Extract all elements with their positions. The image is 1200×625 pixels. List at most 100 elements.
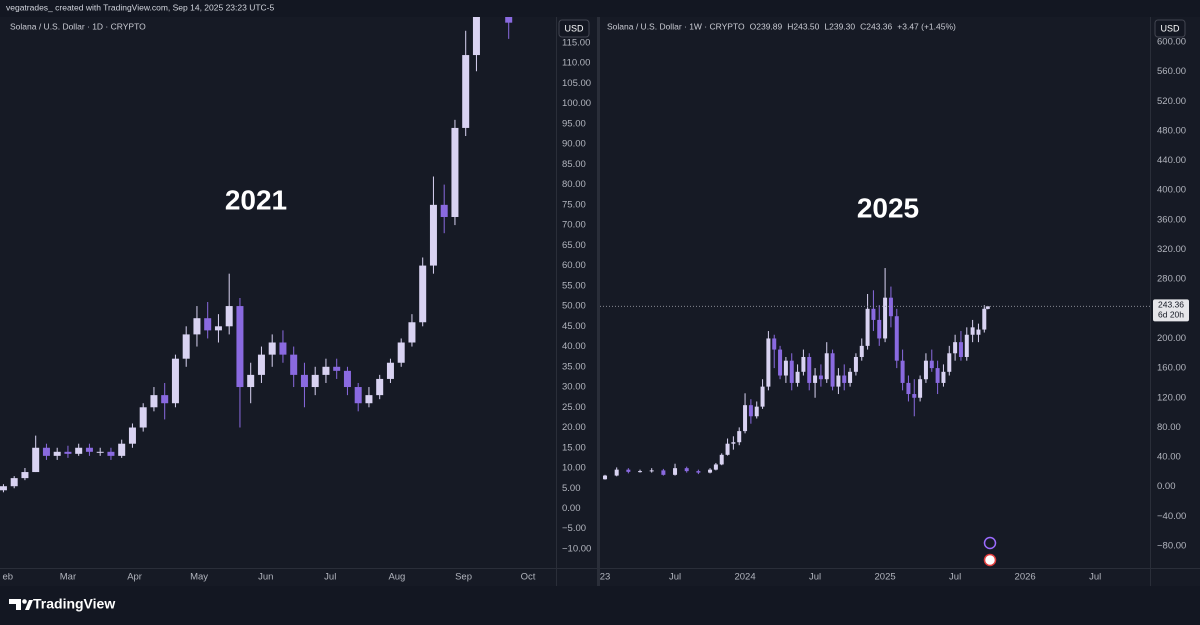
candle-body (713, 464, 718, 470)
candle-body (906, 382, 911, 395)
candle-body (964, 334, 969, 357)
y-tick-label: 120.00 (1157, 392, 1186, 403)
x-tick-label: Jul (949, 572, 961, 583)
event-icons (983, 536, 997, 567)
candle-body (118, 443, 126, 456)
y-tick-label: 95.00 (562, 118, 586, 129)
candle-body (929, 360, 934, 369)
candle-body (75, 447, 83, 454)
candle-body (10, 478, 18, 487)
candle-body (649, 470, 654, 472)
y-tick-label: −5.00 (562, 523, 586, 534)
y-tick-label: 100.00 (562, 98, 591, 109)
x-tick-label: Apr (127, 572, 142, 583)
y-tick-label: 40.00 (562, 341, 586, 352)
candle-body (397, 342, 405, 363)
candle-body (333, 366, 341, 371)
x-tick-label: Sep (455, 572, 472, 583)
y-tick-label: 30.00 (562, 382, 586, 393)
candle-body (603, 475, 608, 480)
candle-body (731, 442, 736, 444)
candle-body (848, 371, 853, 383)
y-tick-label: 0.00 (562, 503, 581, 514)
y-tick-label: 0.00 (1157, 481, 1176, 492)
candle-body (614, 469, 619, 476)
y-tick-label: 90.00 (562, 139, 586, 150)
candle-body (958, 342, 963, 357)
y-tick-label: 560.00 (1157, 66, 1186, 77)
candle-body (684, 468, 689, 472)
y-tick-label: 45.00 (562, 321, 586, 332)
candle-body (472, 17, 480, 56)
candle-body (419, 265, 427, 323)
x-tick-label: 23 (600, 572, 611, 583)
candle-body (818, 375, 823, 380)
y-tick-label: 600.00 (1157, 36, 1186, 47)
candle-body (865, 308, 870, 346)
currency-box (1154, 19, 1186, 38)
candle-body (708, 469, 713, 473)
x-tick-label: Jul (809, 572, 821, 583)
y-tick-label: 400.00 (1157, 185, 1186, 196)
candle-body (354, 387, 362, 404)
candle-body (343, 370, 351, 388)
logo-dot (22, 599, 27, 604)
currency-box (558, 19, 590, 38)
candle-body (836, 375, 841, 387)
candle-body (737, 431, 742, 443)
y-tick-label: 110.00 (562, 58, 590, 69)
candle-body (462, 55, 470, 128)
candle-body (772, 338, 777, 350)
x-tick-label: Jul (324, 572, 336, 583)
y-tick-label: 50.00 (562, 301, 586, 312)
y-tick-label: 280.00 (1157, 274, 1186, 285)
candle-body (171, 358, 179, 404)
candle-body (236, 306, 244, 388)
candle-body (923, 360, 928, 380)
year-annotation: 2025 (857, 192, 919, 223)
candle-body (193, 318, 201, 335)
candle-body (970, 327, 975, 335)
y-tick-label: 80.00 (1157, 422, 1181, 433)
candle-body (719, 454, 724, 465)
x-tick-label: 2026 (1015, 572, 1036, 583)
y-tick-label: 320.00 (1157, 244, 1186, 255)
y-tick-label: 20.00 (562, 422, 586, 433)
y-tick-label: 5.00 (562, 483, 581, 494)
candle-body (139, 407, 147, 428)
candle-body (953, 342, 958, 354)
candle-body (107, 451, 115, 456)
y-tick-label: 440.00 (1157, 155, 1186, 166)
candle-body (947, 353, 952, 372)
candle-body (0, 486, 7, 491)
candle-body (877, 319, 882, 339)
y-tick-label: 40.00 (1157, 452, 1181, 463)
x-tick-label: Jul (1089, 572, 1101, 583)
event-icon (983, 553, 997, 567)
candle-body (21, 472, 29, 479)
candle-body (778, 349, 783, 376)
candle-body (985, 306, 990, 309)
x-tick-label: Oct (521, 572, 536, 583)
y-tick-label: 480.00 (1157, 125, 1186, 136)
candle-body (638, 471, 643, 473)
candle-body (743, 405, 748, 432)
candle-body (789, 360, 794, 383)
candle-body (182, 334, 190, 359)
ohlc-label: O239.89 (750, 21, 783, 31)
y-tick-label: 160.00 (1157, 363, 1186, 374)
candle-body (883, 297, 888, 339)
y-tick-label: 80.00 (562, 179, 586, 190)
candle-body (214, 326, 222, 331)
candle-body (830, 353, 835, 387)
candle-body (290, 354, 298, 375)
x-tick-label: 2025 (875, 572, 896, 583)
y-tick-label: 105.00 (562, 78, 591, 89)
y-tick-label: 65.00 (562, 240, 586, 251)
candle-body (760, 386, 765, 407)
candle-body (225, 306, 233, 327)
ohlc-label: H243.50 (787, 21, 819, 31)
candle-body (311, 374, 319, 388)
candle-body (976, 329, 981, 335)
